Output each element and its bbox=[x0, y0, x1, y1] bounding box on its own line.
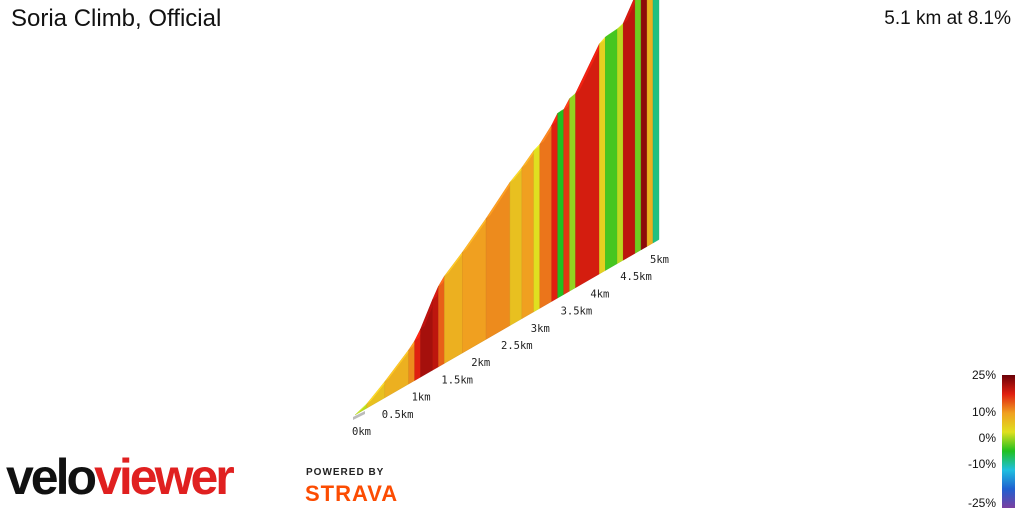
logo-velo: velo bbox=[6, 449, 97, 505]
segment-top bbox=[486, 179, 514, 219]
gradient-segment bbox=[617, 22, 624, 264]
gradient-color-scale bbox=[1002, 375, 1015, 508]
gradient-segment bbox=[575, 43, 600, 289]
gradient-segment bbox=[521, 149, 534, 320]
segment-top bbox=[623, 0, 637, 24]
gradient-segment bbox=[557, 109, 564, 299]
segment-top bbox=[366, 378, 389, 404]
powered-by-label: POWERED BY bbox=[306, 467, 385, 478]
gradient-segment bbox=[462, 217, 487, 354]
distance-tick-label: 3km bbox=[531, 323, 550, 335]
distance-tick-label: 3.5km bbox=[561, 306, 593, 318]
gradient-segment bbox=[438, 275, 445, 368]
chart-title: Soria Climb, Official bbox=[11, 5, 222, 32]
segment-top bbox=[444, 249, 467, 277]
gradient-segments bbox=[353, 0, 660, 420]
distance-tick-label: 0.5km bbox=[382, 409, 414, 421]
scale-label: 0% bbox=[978, 431, 996, 445]
gradient-segment bbox=[563, 98, 570, 295]
gradient-segment bbox=[599, 36, 606, 275]
segment-top bbox=[384, 346, 413, 382]
scale-label: -25% bbox=[967, 496, 996, 510]
veloviewer-logo: veloviewer bbox=[6, 449, 235, 505]
gradient-segment bbox=[551, 113, 558, 302]
distance-tick-label: 4.5km bbox=[620, 271, 652, 283]
scale-label: -10% bbox=[967, 457, 996, 471]
gradient-segment bbox=[485, 181, 511, 340]
scale-label: 25% bbox=[971, 368, 996, 382]
distance-tick-label: 4km bbox=[590, 288, 609, 300]
distance-tick-label: 1.5km bbox=[441, 374, 473, 386]
gradient-segment bbox=[533, 143, 540, 313]
segment-top bbox=[462, 215, 491, 253]
gradient-segment bbox=[569, 92, 576, 292]
gradient-segment bbox=[384, 349, 409, 399]
gradient-segment bbox=[646, 0, 654, 247]
scale-label: 10% bbox=[971, 405, 996, 419]
strava-logo: STRAVA bbox=[305, 481, 399, 506]
gradient-segment bbox=[539, 124, 552, 309]
distance-axis: 0km 0.5km 1km 1.5km 2km 2.5km 3km 3.5km 4km 4.5km… bbox=[352, 254, 669, 438]
distance-tick-label: 0km bbox=[352, 426, 371, 438]
gradient-segment bbox=[509, 166, 523, 326]
gradient-segment bbox=[444, 251, 463, 364]
distance-tick-label: 2.5km bbox=[501, 340, 533, 352]
segment-top bbox=[575, 40, 604, 94]
gradient-segment bbox=[634, 0, 642, 254]
climb-summary: 5.1 km at 8.1% bbox=[884, 8, 1011, 29]
gradient-segment bbox=[623, 0, 636, 261]
logo-viewer: viewer bbox=[94, 449, 235, 505]
distance-tick-label: 1km bbox=[412, 392, 431, 404]
gradient-segment bbox=[605, 28, 618, 271]
gradient-segment bbox=[652, 0, 660, 244]
profile-base bbox=[353, 411, 365, 420]
gradient-segment bbox=[420, 299, 433, 378]
distance-tick-label: 5km bbox=[650, 254, 669, 266]
gradient-segment bbox=[640, 0, 648, 251]
distance-tick-label: 2km bbox=[471, 357, 490, 369]
